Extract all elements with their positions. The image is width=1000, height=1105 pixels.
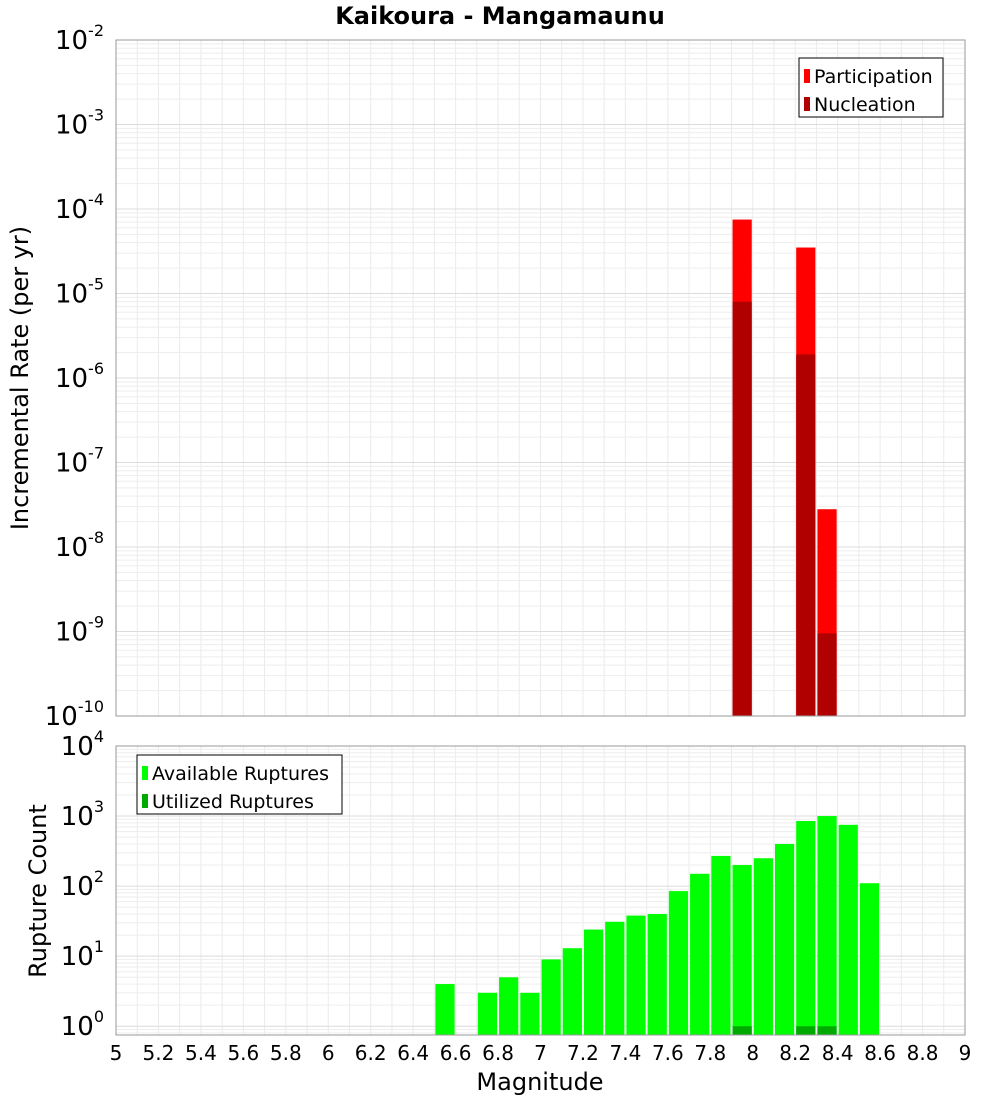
rate-grid: [115, 39, 966, 717]
x-tick-label: 7.6: [652, 1041, 684, 1065]
x-tick-label: 5.8: [270, 1041, 302, 1065]
count-legend-swatch: [142, 766, 148, 780]
count-frame: [115, 745, 966, 1036]
rate-y-tick-label: 10-2: [55, 21, 104, 56]
x-tick-label: 7.8: [694, 1041, 726, 1065]
count-bar: [520, 992, 540, 1035]
rate-frame: [115, 39, 966, 717]
rate-y-tick-label: 10-6: [55, 359, 104, 394]
x-axis-label: Magnitude: [476, 1068, 603, 1096]
x-tick-label: 7.4: [609, 1041, 641, 1065]
x-tick-label: 8.6: [864, 1041, 896, 1065]
rate-y-tick-label: 10-8: [55, 528, 104, 563]
rate-bar: [732, 301, 752, 716]
rate-legend-swatch: [804, 69, 810, 83]
count-bar: [690, 873, 710, 1035]
count-y-axis-label: Rupture Count: [24, 804, 52, 978]
rate-y-axis-label: Incremental Rate (per yr): [6, 226, 34, 530]
count-bar: [796, 821, 816, 1035]
x-tick-label: 8.8: [907, 1041, 939, 1065]
rate-series-1: [732, 301, 837, 716]
rate-y-tick-label: 10-10: [45, 697, 104, 732]
x-tick-label: 5.6: [227, 1041, 259, 1065]
count-y-tick-label: 104: [61, 727, 104, 762]
chart-title: Kaikoura - Mangamaunu: [335, 2, 665, 30]
x-tick-label: 6.2: [355, 1041, 387, 1065]
x-tick-label: 7: [534, 1041, 547, 1065]
count-grid: [115, 745, 966, 1035]
rate-bar: [796, 354, 816, 716]
x-tick-label: 6: [322, 1041, 335, 1065]
count-bar: [753, 858, 773, 1035]
x-tick-label: 5.2: [143, 1041, 175, 1065]
rate-y-tick-label: 10-4: [55, 190, 104, 225]
count-bar: [605, 921, 625, 1035]
rate-legend: Participation Nucleation: [798, 57, 944, 118]
x-tick-label: 6.6: [440, 1041, 472, 1065]
count-y-tick-label: 100: [61, 1007, 104, 1042]
count-bar: [859, 883, 880, 1035]
count-bar: [562, 948, 582, 1035]
count-bar: [541, 959, 561, 1035]
count-bar: [796, 1026, 816, 1035]
rate-y-tick-label: 10-3: [55, 106, 104, 141]
count-bar: [732, 865, 752, 1035]
count-y-ticks: 100 101 102 103 104: [61, 727, 104, 1042]
x-tick-label: 5: [110, 1041, 123, 1065]
count-bar: [583, 929, 604, 1035]
count-legend-label: Utilized Ruptures: [152, 791, 314, 813]
count-legend-box: [136, 754, 343, 815]
count-legend-swatch: [142, 794, 148, 808]
rate-legend-swatch: [804, 97, 810, 111]
x-tick-label: 7.2: [567, 1041, 599, 1065]
x-tick-label: 8.2: [779, 1041, 811, 1065]
count-bar: [647, 914, 667, 1035]
count-series-1: [732, 1026, 837, 1035]
rate-y-tick-label: 10-5: [55, 275, 104, 310]
x-tick-label: 5.4: [185, 1041, 217, 1065]
count-bar: [435, 984, 455, 1035]
count-series-0: [435, 816, 880, 1035]
rate-legend-box: [798, 57, 944, 118]
count-legend: Available Ruptures Utilized Ruptures: [136, 754, 343, 815]
x-tick-label: 9: [959, 1041, 972, 1065]
count-bar: [817, 816, 837, 1035]
rate-y-ticks: 10-10 10-9 10-8 10-7 10-6 10-5 10-4 10-3 10-2: [45, 21, 104, 732]
count-legend-label: Available Ruptures: [152, 763, 329, 785]
rate-y-tick-label: 10-7: [55, 444, 104, 479]
count-bar: [499, 977, 519, 1035]
x-ticks: 5 5.2 5.4 5.6 5.8 6 6.2 6.4 6.6 6.8 7 7.2 7.4 7.6 7.8 8…: [110, 1041, 972, 1065]
rate-legend-label: Participation: [814, 66, 933, 88]
count-y-tick-label: 103: [61, 797, 104, 832]
count-bar: [774, 843, 795, 1035]
count-bar: [477, 992, 498, 1035]
x-tick-label: 6.8: [482, 1041, 514, 1065]
x-tick-label: 8.4: [822, 1041, 854, 1065]
rate-y-tick-label: 10-9: [55, 613, 104, 648]
count-y-tick-label: 101: [61, 937, 104, 972]
rate-legend-label: Nucleation: [814, 94, 916, 116]
x-tick-label: 8: [746, 1041, 759, 1065]
count-bar: [711, 855, 731, 1035]
count-y-tick-label: 102: [61, 867, 104, 902]
count-bar: [838, 824, 858, 1035]
count-bar: [732, 1026, 752, 1035]
rate-bar: [817, 633, 837, 716]
count-bar: [668, 891, 689, 1035]
count-bar: [626, 915, 646, 1035]
x-tick-label: 6.4: [397, 1041, 429, 1065]
count-bar: [817, 1026, 837, 1035]
